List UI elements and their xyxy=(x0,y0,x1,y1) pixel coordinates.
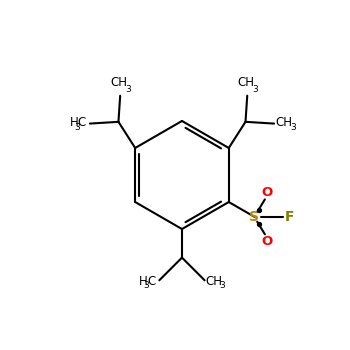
Text: 3: 3 xyxy=(290,123,296,132)
Text: C: C xyxy=(78,116,86,129)
Text: 3: 3 xyxy=(125,85,131,94)
Text: 3: 3 xyxy=(75,123,80,132)
Text: CH: CH xyxy=(275,116,292,129)
Text: O: O xyxy=(262,235,273,248)
Text: 3: 3 xyxy=(252,85,258,94)
Text: CH: CH xyxy=(205,275,222,288)
Text: CH: CH xyxy=(237,76,254,89)
Text: CH: CH xyxy=(110,76,127,89)
Text: H: H xyxy=(139,275,148,288)
Text: F: F xyxy=(285,210,294,224)
Text: S: S xyxy=(250,210,259,224)
Text: H: H xyxy=(70,116,79,129)
Text: O: O xyxy=(262,186,273,199)
Text: C: C xyxy=(147,275,155,288)
Text: 3: 3 xyxy=(144,281,149,290)
Text: 3: 3 xyxy=(219,281,225,290)
